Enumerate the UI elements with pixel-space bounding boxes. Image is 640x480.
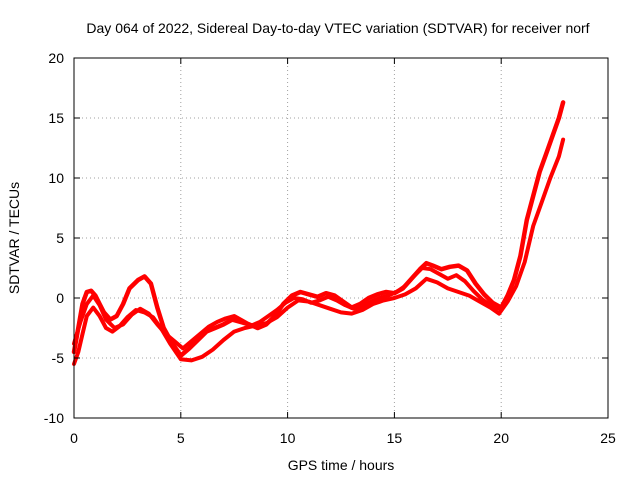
y-tick-label: 15 — [48, 110, 64, 126]
series-line-2 — [72, 137, 566, 366]
y-tick-label: 20 — [48, 50, 64, 66]
chart-title: Day 064 of 2022, Sidereal Day-to-day VTE… — [86, 20, 589, 36]
axis-ticks: 0 5 10 15 20 25 -10 -5 0 5 10 15 20 — [44, 50, 616, 446]
x-axis-label: GPS time / hours — [288, 457, 395, 473]
series-layer — [71, 100, 566, 366]
series-line-1 — [71, 100, 566, 358]
x-tick-label: 25 — [600, 430, 616, 446]
series-line-3 — [72, 266, 502, 351]
x-tick-label: 10 — [280, 430, 296, 446]
x-tick-label: 0 — [70, 430, 78, 446]
x-tick-label: 20 — [493, 430, 509, 446]
y-tick-label: 0 — [56, 290, 64, 306]
grid — [74, 58, 608, 418]
y-axis-label: SDTVAR / TECUs — [6, 182, 22, 294]
y-tick-label: 10 — [48, 170, 64, 186]
x-tick-label: 5 — [177, 430, 185, 446]
y-tick-label: -5 — [52, 350, 65, 366]
y-tick-label: -10 — [44, 410, 64, 426]
x-tick-label: 15 — [387, 430, 403, 446]
y-tick-label: 5 — [56, 230, 64, 246]
